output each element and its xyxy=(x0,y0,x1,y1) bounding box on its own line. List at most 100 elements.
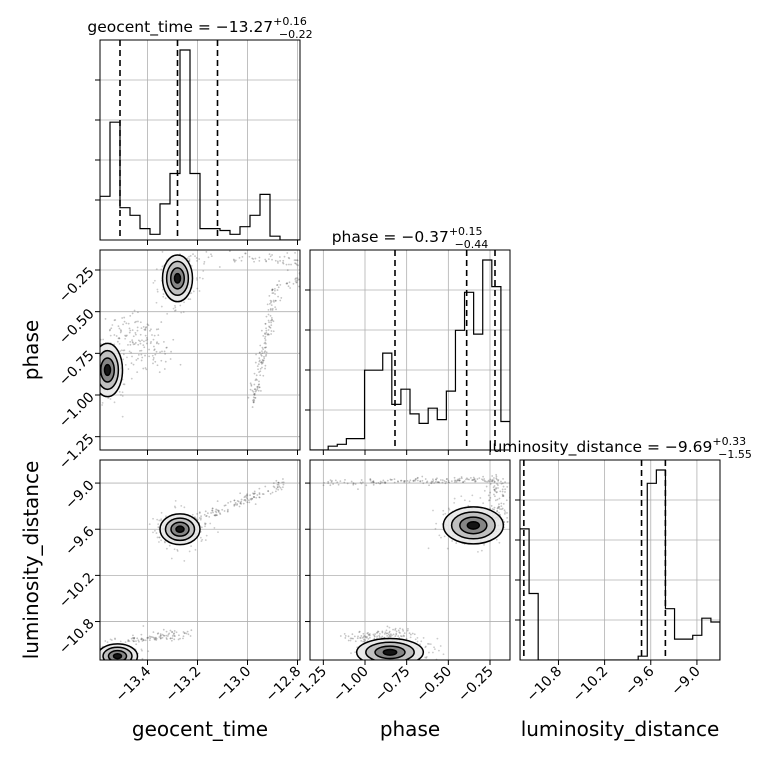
sample-point xyxy=(261,359,264,361)
sample-point xyxy=(158,541,160,543)
sample-point xyxy=(262,348,265,351)
sample-point xyxy=(278,256,281,258)
sample-point xyxy=(460,476,463,478)
sample-point xyxy=(154,353,157,356)
sample-point xyxy=(188,550,191,553)
sample-point xyxy=(388,631,391,634)
sample-point xyxy=(489,507,491,510)
sample-point xyxy=(114,661,116,663)
sample-point xyxy=(261,352,264,355)
sample-point xyxy=(287,285,290,288)
sample-point xyxy=(372,481,375,484)
sample-point xyxy=(159,351,161,353)
sample-point xyxy=(260,354,263,357)
sample-point xyxy=(258,352,261,354)
sample-point xyxy=(472,479,474,481)
sample-point xyxy=(301,269,303,271)
sample-point xyxy=(128,350,131,353)
sample-point xyxy=(155,328,158,331)
panel-frame xyxy=(519,459,721,661)
sample-point xyxy=(210,255,213,258)
sample-point xyxy=(252,396,255,399)
sample-point xyxy=(301,264,303,266)
sample-point xyxy=(118,664,120,666)
sample-point xyxy=(139,321,142,324)
sample-point xyxy=(146,323,149,326)
sample-point xyxy=(173,632,176,635)
sample-point xyxy=(501,493,504,496)
sample-point xyxy=(238,505,241,508)
sample-point xyxy=(185,247,187,249)
sample-point xyxy=(344,637,347,639)
sample-point xyxy=(244,498,247,501)
sample-point xyxy=(473,478,476,480)
sample-point xyxy=(190,545,192,548)
tick-label-phase: −0.75 xyxy=(372,664,414,706)
sample-point xyxy=(425,657,428,659)
sample-point xyxy=(372,483,375,486)
sample-point xyxy=(173,309,176,312)
sample-point xyxy=(307,272,309,274)
sample-point xyxy=(261,362,264,365)
sample-point xyxy=(165,630,168,633)
sample-point xyxy=(264,258,267,261)
sample-point xyxy=(110,668,112,670)
sample-point xyxy=(497,505,500,508)
sample-point xyxy=(173,505,176,508)
sample-point xyxy=(376,631,379,634)
sample-point xyxy=(386,632,389,635)
sample-point xyxy=(165,637,168,639)
sample-point xyxy=(128,327,131,330)
sample-point xyxy=(433,482,436,484)
sample-point xyxy=(447,481,450,484)
sample-point xyxy=(286,282,289,285)
sample-point xyxy=(400,635,403,638)
sample-point xyxy=(264,346,267,349)
sample-point xyxy=(353,635,356,638)
sample-point xyxy=(118,662,120,664)
sample-point xyxy=(363,634,366,637)
sample-point xyxy=(378,632,381,635)
sample-point xyxy=(163,340,165,343)
tick-label-geocent_time: −13.4 xyxy=(113,663,155,705)
sample-point xyxy=(127,639,130,641)
sample-point xyxy=(375,482,378,485)
sample-point xyxy=(123,349,126,352)
sample-point xyxy=(254,379,257,382)
sample-point xyxy=(138,640,140,643)
sample-point xyxy=(501,495,504,498)
sample-point xyxy=(243,496,246,499)
title-sup: +0.33 xyxy=(712,435,746,448)
sample-point xyxy=(270,304,273,307)
sample-point xyxy=(445,480,448,483)
sample-point xyxy=(397,480,399,483)
sample-point xyxy=(305,269,307,271)
sample-point xyxy=(417,663,419,665)
sample-point xyxy=(253,496,256,499)
sample-point xyxy=(296,277,299,280)
sample-point xyxy=(148,355,151,358)
sample-point xyxy=(177,638,180,641)
title-layer: geocent_time = −13.27+0.16 −0.22 phase = −… xyxy=(87,15,751,461)
sample-point xyxy=(83,388,85,390)
sample-point xyxy=(234,503,237,506)
sample-point xyxy=(458,479,461,482)
sample-point xyxy=(357,635,359,638)
sample-point xyxy=(493,493,495,496)
sample-point xyxy=(173,548,176,551)
sample-point xyxy=(270,319,272,322)
sample-point xyxy=(252,258,255,260)
sample-point xyxy=(389,635,392,638)
sample-point xyxy=(485,485,488,488)
sample-point xyxy=(237,500,240,503)
sample-point xyxy=(172,338,175,341)
sample-point xyxy=(374,633,377,635)
sample-point xyxy=(139,340,141,343)
sample-point xyxy=(491,508,494,510)
sample-point xyxy=(155,639,158,641)
sample-point xyxy=(280,297,283,299)
sample-point xyxy=(262,359,265,362)
sample-point xyxy=(444,482,447,485)
sample-point xyxy=(160,321,163,323)
sample-point xyxy=(179,637,181,640)
